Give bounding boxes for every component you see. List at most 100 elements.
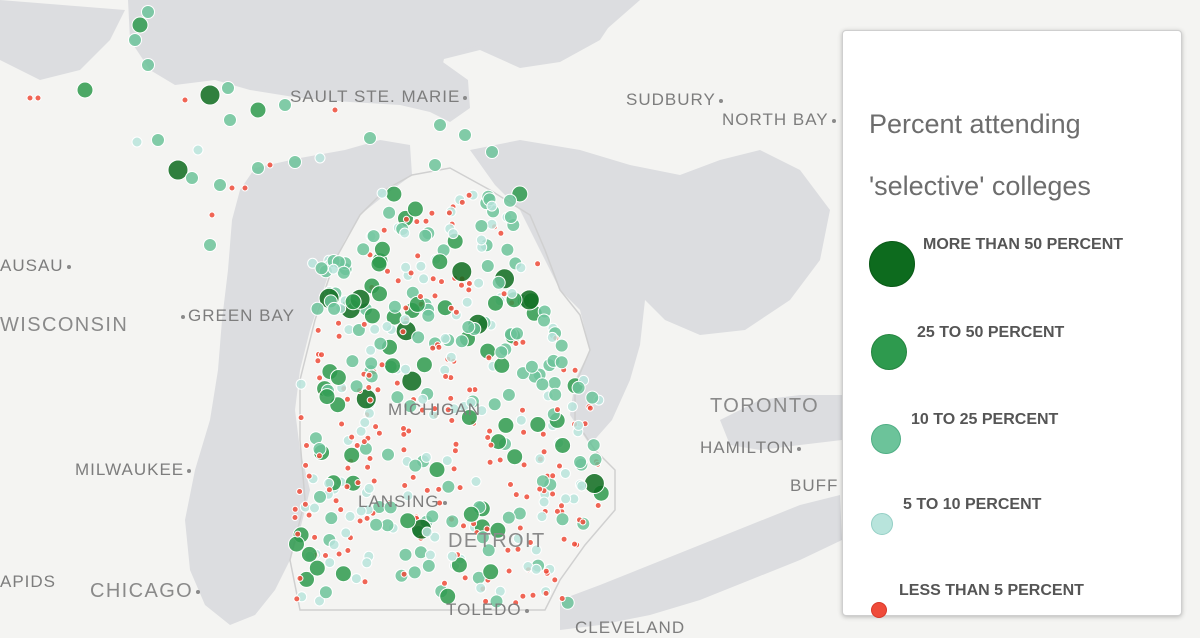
school-dot[interactable] (439, 587, 457, 605)
school-dot[interactable] (451, 447, 459, 455)
school-dot[interactable] (363, 514, 371, 522)
school-dot[interactable] (490, 433, 507, 451)
school-dot[interactable] (441, 579, 448, 587)
school-dot[interactable] (571, 540, 578, 548)
school-dot[interactable] (519, 592, 527, 600)
school-dot[interactable] (296, 488, 304, 495)
school-dot[interactable] (151, 133, 165, 147)
school-dot[interactable] (288, 535, 305, 553)
school-dot[interactable] (203, 238, 217, 252)
school-dot[interactable] (331, 106, 339, 114)
school-dot[interactable] (394, 277, 402, 285)
school-dot[interactable] (515, 262, 527, 274)
school-dot[interactable] (390, 390, 405, 405)
school-dot[interactable] (384, 357, 401, 375)
school-dot[interactable] (384, 267, 391, 275)
school-dot[interactable] (228, 184, 236, 192)
school-dot[interactable] (344, 464, 352, 472)
school-dot[interactable] (514, 545, 522, 553)
school-dot[interactable] (334, 565, 352, 583)
school-dot[interactable] (556, 462, 563, 470)
school-dot[interactable] (314, 152, 326, 164)
school-dot[interactable] (414, 252, 422, 260)
school-dot[interactable] (496, 456, 504, 464)
school-dot[interactable] (338, 420, 346, 428)
school-dot[interactable] (512, 340, 520, 347)
school-dot[interactable] (486, 458, 494, 466)
school-dot[interactable] (364, 463, 372, 471)
school-dot[interactable] (366, 396, 374, 404)
school-dot[interactable] (524, 359, 539, 374)
school-dot[interactable] (401, 482, 409, 489)
school-dot[interactable] (486, 427, 494, 435)
school-dot[interactable] (447, 304, 455, 312)
school-dot[interactable] (335, 332, 343, 340)
school-dot[interactable] (554, 355, 569, 370)
school-dot[interactable] (558, 595, 566, 602)
school-dot[interactable] (402, 304, 410, 312)
school-dot[interactable] (297, 414, 305, 422)
school-dot[interactable] (400, 261, 412, 273)
school-dot[interactable] (417, 393, 429, 405)
school-dot[interactable] (546, 331, 558, 343)
school-dot[interactable] (355, 505, 367, 517)
school-dot[interactable] (305, 472, 313, 480)
school-dot[interactable] (403, 399, 418, 414)
school-dot[interactable] (594, 502, 602, 509)
school-dot[interactable] (128, 33, 142, 47)
school-dot[interactable] (538, 496, 550, 508)
school-dot[interactable] (460, 522, 467, 530)
school-dot[interactable] (485, 354, 493, 362)
school-dot[interactable] (553, 507, 561, 515)
school-dot[interactable] (375, 429, 383, 437)
school-dot[interactable] (344, 510, 356, 522)
school-dot[interactable] (381, 447, 395, 462)
school-dot[interactable] (361, 557, 373, 569)
school-dot[interactable] (337, 506, 345, 514)
school-dot[interactable] (370, 477, 378, 485)
school-dot[interactable] (131, 136, 143, 148)
school-dot[interactable] (241, 184, 249, 192)
school-dot[interactable] (361, 578, 369, 586)
school-dot[interactable] (399, 328, 407, 336)
school-dot[interactable] (305, 511, 313, 519)
school-dot[interactable] (421, 558, 436, 573)
school-dot[interactable] (583, 473, 605, 494)
school-dot[interactable] (420, 451, 432, 463)
school-dot[interactable] (291, 514, 299, 521)
school-dot[interactable] (378, 361, 386, 369)
school-dot[interactable] (328, 539, 340, 551)
school-dot[interactable] (452, 308, 460, 316)
school-dot[interactable] (447, 228, 459, 240)
school-dot[interactable] (516, 524, 524, 532)
school-dot[interactable] (435, 343, 443, 351)
school-dot[interactable] (465, 191, 473, 199)
school-dot[interactable] (353, 442, 361, 449)
school-dot[interactable] (503, 210, 518, 224)
school-dot[interactable] (431, 292, 439, 300)
school-dot[interactable] (340, 527, 352, 539)
school-dot[interactable] (409, 473, 417, 481)
school-dot[interactable] (542, 567, 550, 575)
school-dot[interactable] (515, 414, 527, 426)
school-dot[interactable] (314, 595, 325, 607)
school-dot[interactable] (573, 455, 588, 469)
school-dot[interactable] (300, 545, 318, 563)
school-dot[interactable] (446, 550, 458, 562)
school-dot[interactable] (510, 326, 524, 341)
school-dot[interactable] (448, 417, 456, 424)
school-dot[interactable] (487, 294, 504, 312)
school-dot[interactable] (318, 585, 333, 600)
school-dot[interactable] (76, 81, 94, 99)
school-dot[interactable] (445, 514, 460, 529)
school-dot[interactable] (141, 58, 155, 72)
school-dot[interactable] (335, 550, 343, 558)
school-dot[interactable] (573, 419, 584, 431)
school-dot[interactable] (431, 253, 449, 271)
school-dot[interactable] (504, 546, 512, 554)
school-dot[interactable] (447, 394, 455, 402)
school-dot[interactable] (371, 285, 388, 303)
school-dot[interactable] (519, 338, 527, 346)
school-dot[interactable] (429, 531, 441, 543)
school-dot[interactable] (526, 539, 534, 546)
